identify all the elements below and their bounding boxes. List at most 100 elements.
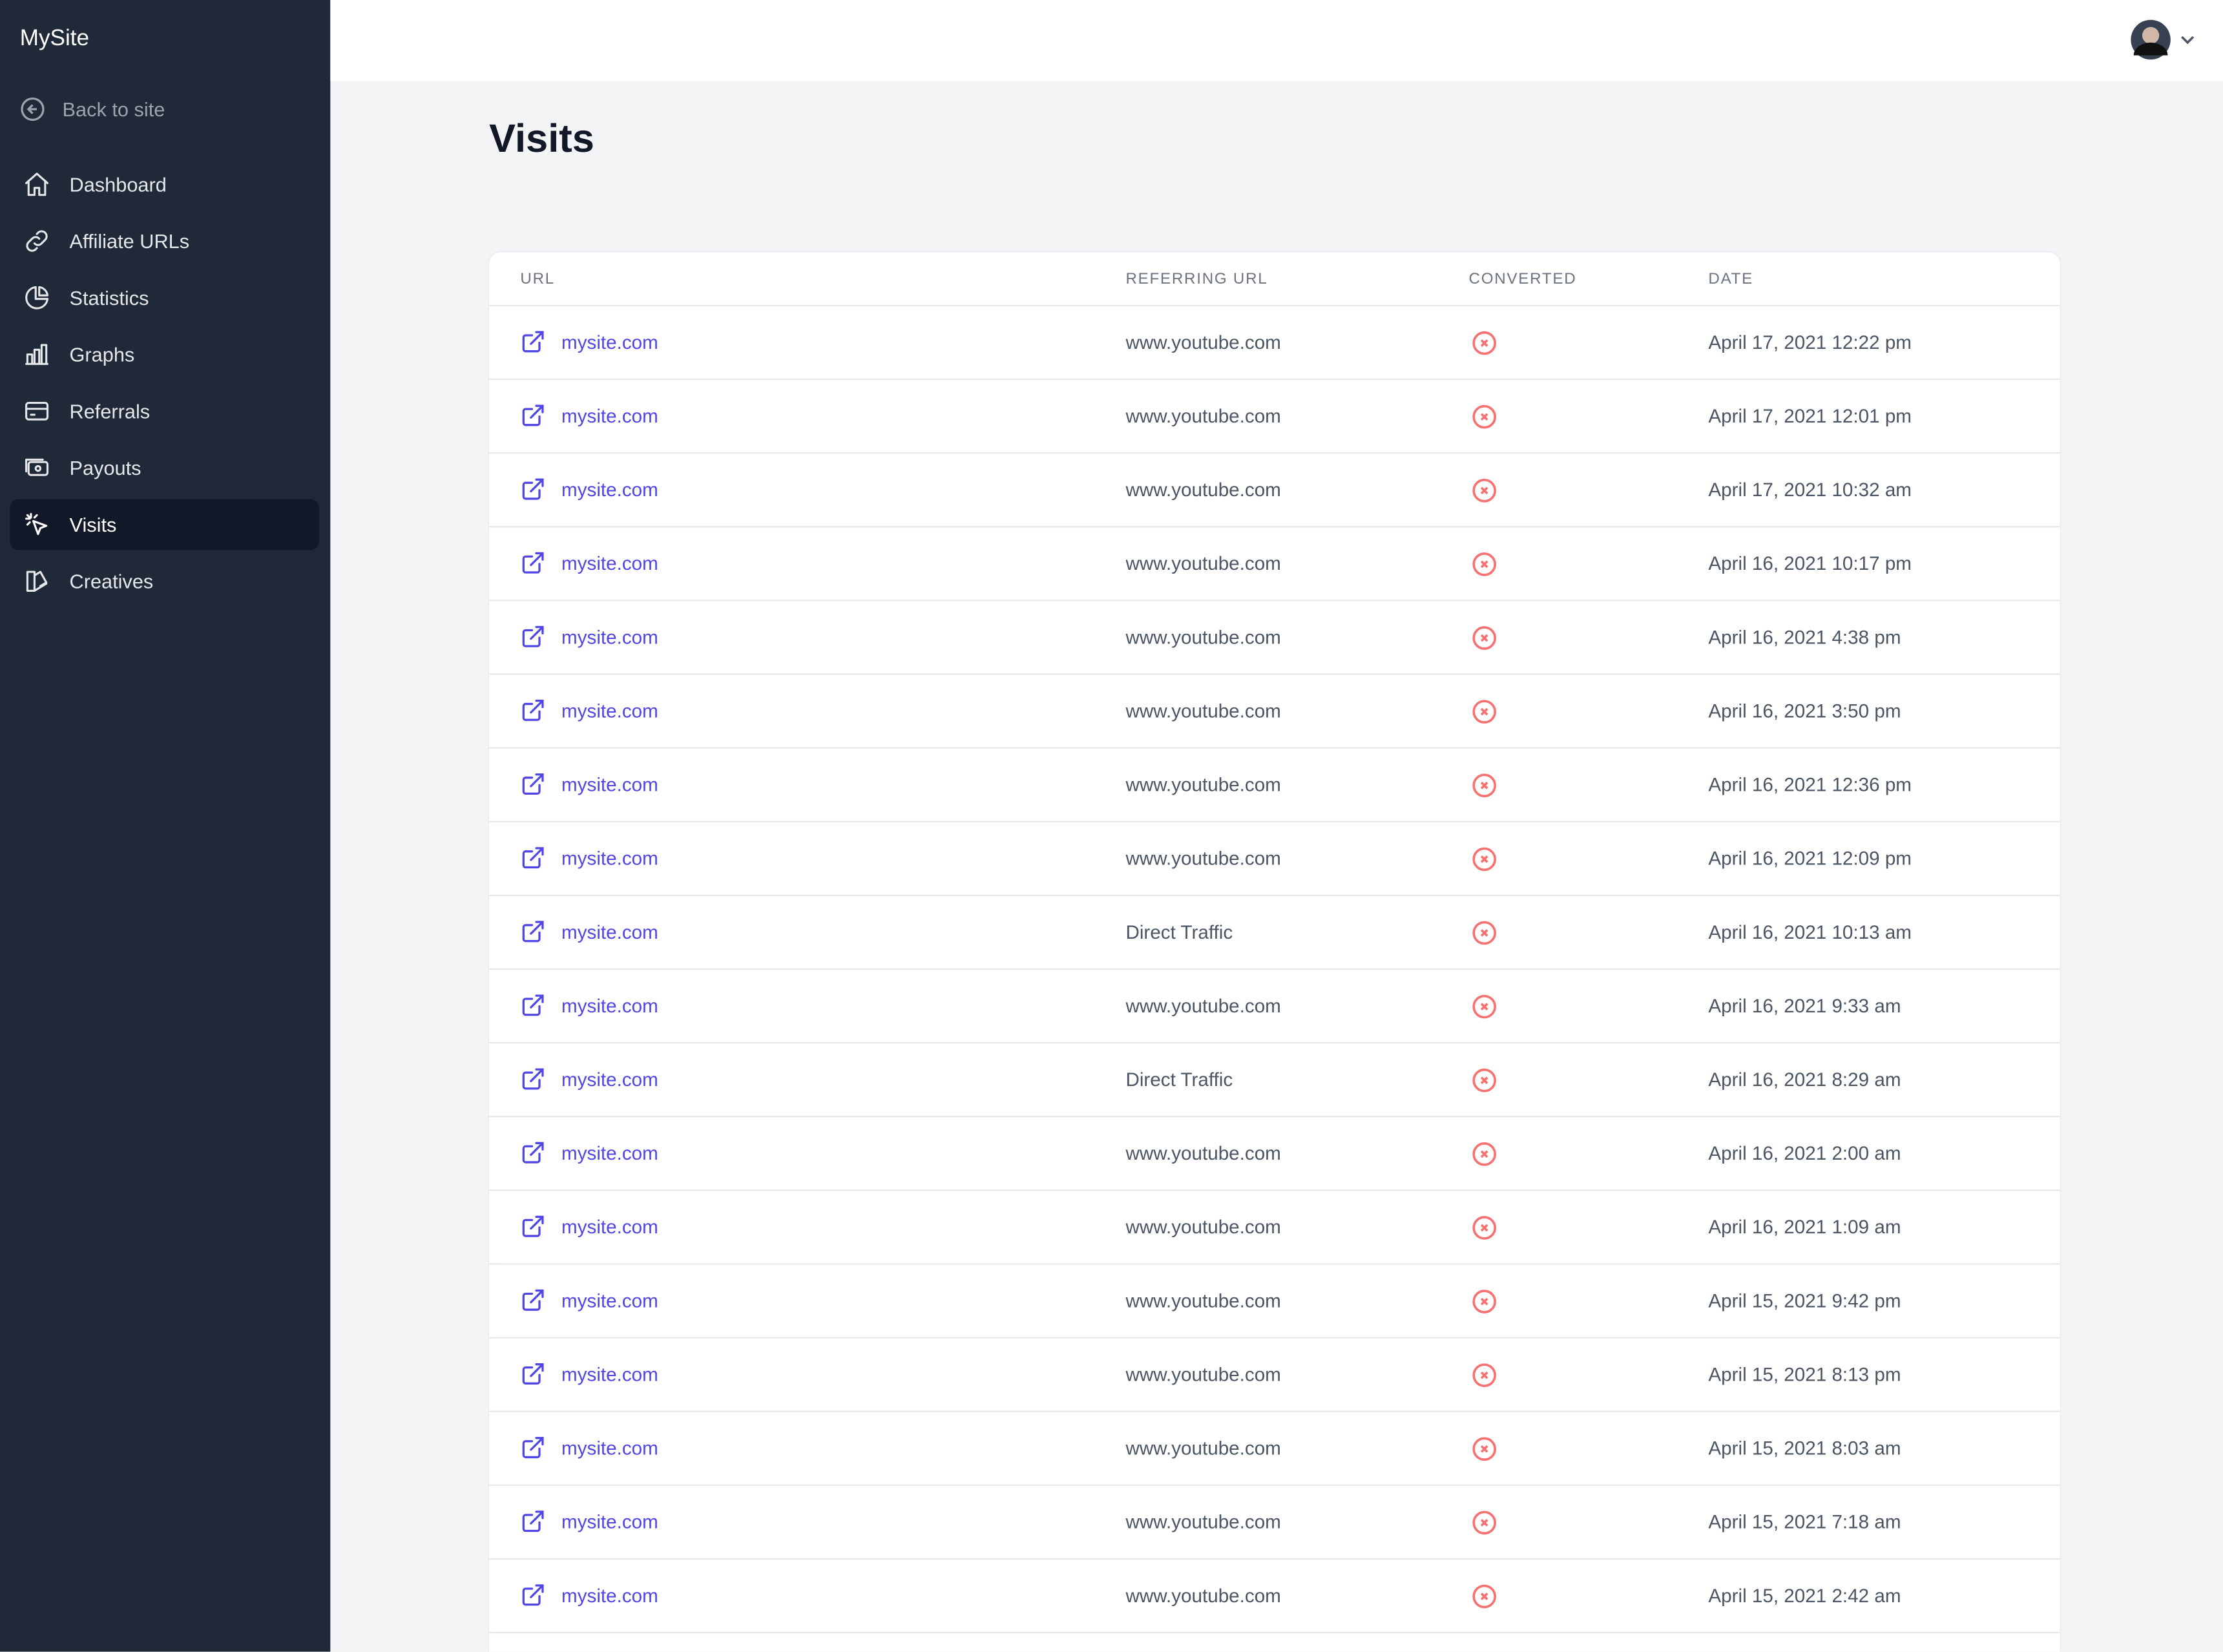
referring-url: www.youtube.com <box>1125 1216 1281 1238</box>
top-bar <box>330 0 2223 81</box>
user-menu[interactable] <box>2127 19 2212 64</box>
external-icon[interactable] <box>520 1509 546 1538</box>
external-icon[interactable] <box>520 1288 546 1317</box>
external-icon[interactable] <box>520 550 546 580</box>
nav-item[interactable]: Creatives <box>10 556 318 607</box>
nav-item[interactable]: Statistics <box>10 272 318 323</box>
referring-url: www.youtube.com <box>1125 1142 1281 1164</box>
visit-date: April 17, 2021 12:01 pm <box>1708 405 1912 427</box>
external-icon[interactable] <box>520 1066 546 1096</box>
not-converted-icon <box>1470 1214 1499 1246</box>
table-row: mysite.com Direct Traffic April 16, 2021 8… <box>489 1041 2060 1117</box>
nav-item[interactable]: Referrals <box>10 386 318 437</box>
visit-date: April 15, 2021 8:03 am <box>1708 1438 1901 1459</box>
referring-url: www.youtube.com <box>1125 1438 1281 1459</box>
not-converted-icon <box>1470 845 1499 877</box>
url-link[interactable]: mysite.com <box>561 479 658 501</box>
referring-url: Direct Traffic <box>1125 1069 1233 1091</box>
external-icon[interactable] <box>520 624 546 654</box>
column-header: CONVERTED <box>1468 271 1577 288</box>
referring-url: www.youtube.com <box>1125 848 1281 870</box>
referring-url: www.youtube.com <box>1125 331 1281 353</box>
external-icon[interactable] <box>520 919 546 948</box>
url-link[interactable]: mysite.com <box>561 1290 658 1312</box>
external-icon[interactable] <box>520 403 546 432</box>
external-icon[interactable] <box>520 845 546 875</box>
referring-url: www.youtube.com <box>1125 1511 1281 1533</box>
table-row: mysite.com www.youtube.com April 16, 2021 … <box>489 600 2060 674</box>
url-link[interactable]: mysite.com <box>561 700 658 722</box>
visit-date: April 16, 2021 10:17 pm <box>1708 552 1912 574</box>
visit-date: April 16, 2021 9:33 am <box>1708 995 1901 1017</box>
nav-label: Affiliate URLs <box>69 229 190 253</box>
url-link[interactable]: mysite.com <box>561 1438 658 1459</box>
nav-item[interactable]: Graphs <box>10 329 318 380</box>
referring-url: www.youtube.com <box>1125 552 1281 574</box>
not-converted-icon <box>1470 403 1499 435</box>
url-link[interactable]: mysite.com <box>561 552 658 574</box>
table-row: mysite.com www.youtube.com April 16, 2021 … <box>489 673 2060 748</box>
external-icon[interactable] <box>520 1582 546 1612</box>
url-link[interactable]: mysite.com <box>561 1142 658 1164</box>
url-link[interactable]: mysite.com <box>561 1364 658 1386</box>
referring-url: www.youtube.com <box>1125 405 1281 427</box>
not-converted-icon <box>1470 624 1499 656</box>
not-converted-icon <box>1470 698 1499 730</box>
not-converted-icon <box>1470 329 1499 361</box>
nav-item[interactable]: Dashboard <box>10 159 318 210</box>
table-row: mysite.com www.youtube.com April 15, 2021 … <box>489 1337 2060 1412</box>
back-link[interactable]: Back to site <box>20 96 165 122</box>
nav-item[interactable]: Payouts <box>10 443 318 494</box>
external-icon[interactable] <box>520 1214 546 1244</box>
url-link[interactable]: mysite.com <box>561 1585 658 1607</box>
url-link[interactable]: mysite.com <box>561 1216 658 1238</box>
not-converted-icon <box>1470 550 1499 582</box>
url-link[interactable]: mysite.com <box>561 921 658 943</box>
column-header: URL <box>520 271 555 288</box>
visits-table: URL REFERRING URL CONVERTED DATE mysite.com w… <box>489 252 2060 1652</box>
url-link[interactable]: mysite.com <box>561 405 658 427</box>
nav-label: Payouts <box>69 456 141 479</box>
visit-date: April 15, 2021 9:42 pm <box>1708 1290 1901 1312</box>
external-icon[interactable] <box>520 771 546 801</box>
visit-date: April 16, 2021 1:09 am <box>1708 1216 1901 1238</box>
external-icon[interactable] <box>520 1435 546 1465</box>
table-row: mysite.com www.youtube.com April 15, 2021 … <box>489 1410 2060 1486</box>
external-icon[interactable] <box>520 476 546 506</box>
not-converted-icon <box>1470 476 1499 508</box>
external-icon[interactable] <box>520 1140 546 1169</box>
table-row: mysite.com www.youtube.com April 16, 2021 … <box>489 1116 2060 1191</box>
table-row: mysite.com www.youtube.com April 15, 2021 … <box>489 1484 2060 1560</box>
url-link[interactable]: mysite.com <box>561 331 658 353</box>
url-link[interactable]: mysite.com <box>561 1069 658 1091</box>
visit-date: April 17, 2021 10:32 am <box>1708 479 1912 501</box>
referring-url: www.youtube.com <box>1125 1585 1281 1607</box>
referring-url: www.youtube.com <box>1125 626 1281 648</box>
nav-item[interactable]: Visits <box>10 499 319 550</box>
visit-date: April 16, 2021 8:29 am <box>1708 1069 1901 1091</box>
sidebar: MySite Back to site Dashboard Affiliate U… <box>0 0 331 1652</box>
url-link[interactable]: mysite.com <box>561 848 658 870</box>
referring-url: www.youtube.com <box>1125 774 1281 796</box>
external-icon[interactable] <box>520 329 546 359</box>
url-link[interactable]: mysite.com <box>561 1511 658 1533</box>
external-icon[interactable] <box>520 1361 546 1391</box>
visit-date: April 16, 2021 3:50 pm <box>1708 700 1901 722</box>
referring-url: www.youtube.com <box>1125 1290 1281 1312</box>
external-icon[interactable] <box>520 698 546 727</box>
nav-item[interactable]: Affiliate URLs <box>10 216 318 267</box>
not-converted-icon <box>1470 1582 1499 1615</box>
url-link[interactable]: mysite.com <box>561 995 658 1017</box>
external-icon[interactable] <box>520 992 546 1022</box>
table-row: mysite.com www.youtube.com April 15, 2021 … <box>489 1263 2060 1338</box>
url-link[interactable]: mysite.com <box>561 626 658 648</box>
not-converted-icon <box>1470 1288 1499 1320</box>
brand: MySite <box>19 26 90 52</box>
nav-label: Graphs <box>69 343 135 366</box>
table-row: mysite.com Direct Traffic April 16, 2021 1… <box>489 894 2060 970</box>
nav-label: Dashboard <box>69 173 167 196</box>
url-link[interactable]: mysite.com <box>561 774 658 796</box>
visit-date: April 16, 2021 2:00 am <box>1708 1142 1901 1164</box>
not-converted-icon <box>1470 1066 1499 1098</box>
referring-url: www.youtube.com <box>1125 995 1281 1017</box>
